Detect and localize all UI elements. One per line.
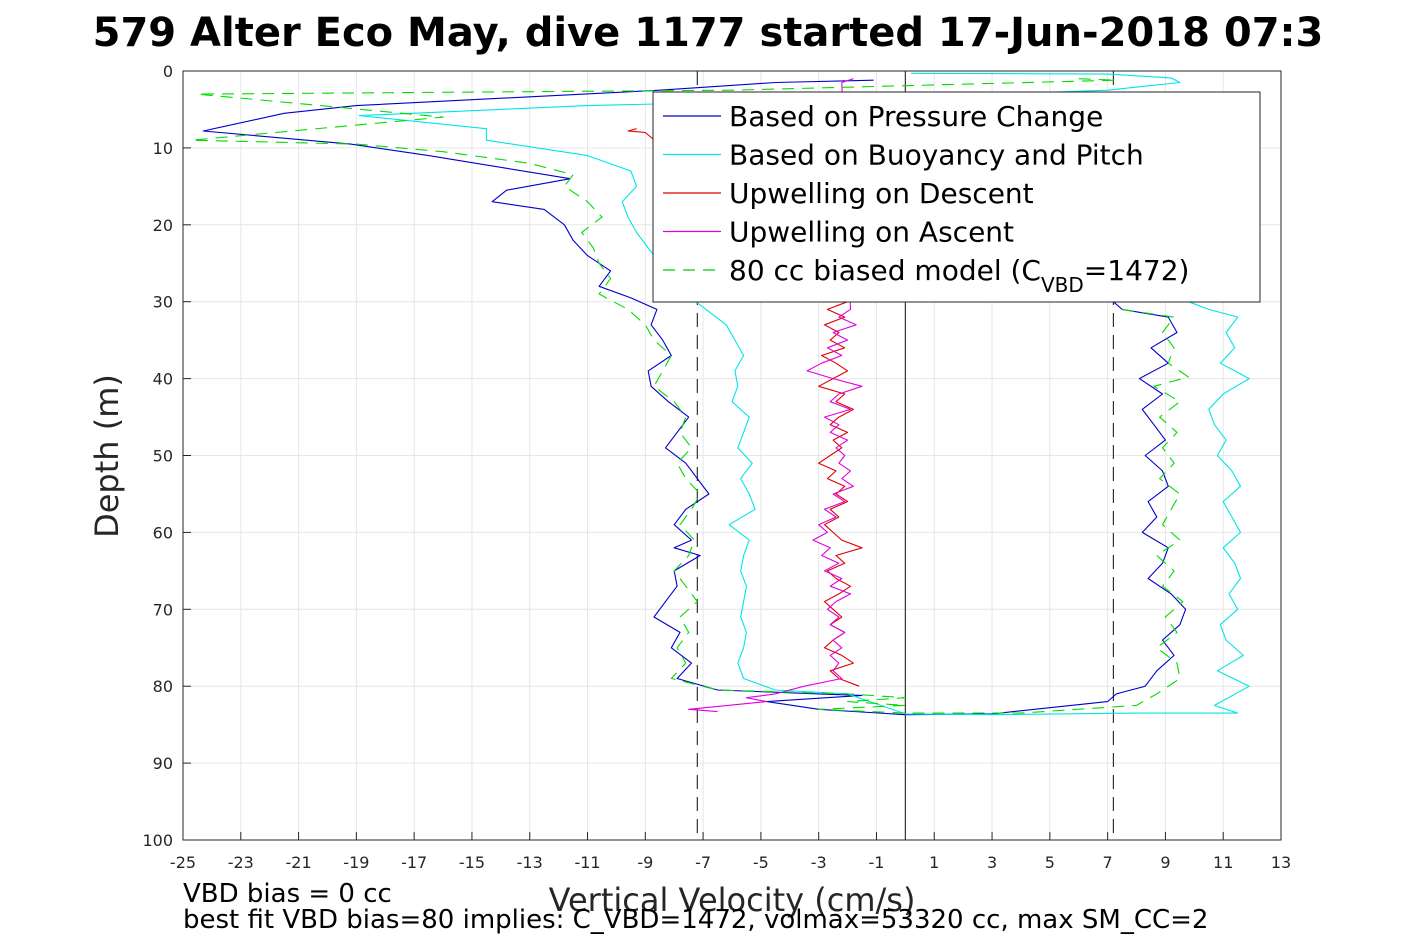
x-tick-label: 3 bbox=[987, 853, 997, 872]
x-axis: -25 -23 -21 -19 -17 -15 -13 -11 -9 -7 -5 -3 -1 1 3 5 7 9 1… bbox=[170, 832, 1291, 872]
y-axis-label: Depth (m) bbox=[88, 374, 126, 538]
x-tick-label: -3 bbox=[811, 853, 827, 872]
x-tick-label: -15 bbox=[459, 853, 485, 872]
x-tick-label: -19 bbox=[343, 853, 369, 872]
x-axis-label: Vertical Velocity (cm/s) bbox=[549, 881, 916, 919]
y-tick-label: 40 bbox=[153, 370, 173, 389]
x-tick-label: -5 bbox=[753, 853, 769, 872]
chart-title: 579 Alter Eco May, dive 1177 started 17-… bbox=[93, 10, 1324, 56]
y-tick-label: 20 bbox=[153, 216, 173, 235]
series-line-3 bbox=[688, 78, 863, 713]
series-line-2 bbox=[627, 128, 863, 687]
y-tick-label: 30 bbox=[153, 293, 173, 312]
x-tick-label: -23 bbox=[228, 853, 254, 872]
x-tick-label: -17 bbox=[401, 853, 427, 872]
legend-entry: 80 cc biased model (CVBD=1472) bbox=[729, 254, 1189, 297]
y-tick-label: 80 bbox=[153, 677, 173, 696]
legend: Based on Pressure Change Based on Buoyanc… bbox=[652, 91, 1261, 303]
x-tick-label: -21 bbox=[286, 853, 312, 872]
x-tick-label: 9 bbox=[1160, 853, 1170, 872]
x-tick-label: -9 bbox=[637, 853, 653, 872]
x-tick-label: 5 bbox=[1045, 853, 1055, 872]
series-line-0 bbox=[202, 79, 1187, 716]
best-fit-note: best fit VBD bias=80 implies: C_VBD=1472… bbox=[183, 905, 1208, 935]
x-tick-label: -13 bbox=[517, 853, 543, 872]
x-tick-label: -11 bbox=[574, 853, 600, 872]
legend-box bbox=[652, 91, 1261, 303]
x-tick-label: -7 bbox=[695, 853, 711, 872]
y-axis: 0 10 20 30 40 50 60 70 80 90 100 bbox=[142, 62, 191, 850]
y-tick-label: 0 bbox=[163, 62, 173, 81]
y-tick-label: 70 bbox=[153, 600, 173, 619]
series-line-1 bbox=[358, 72, 1250, 716]
legend-entry: Based on Buoyancy and Pitch bbox=[729, 139, 1144, 172]
y-tick-label: 100 bbox=[142, 831, 173, 850]
legend-entry: Based on Pressure Change bbox=[729, 100, 1103, 133]
x-tick-label: 1 bbox=[929, 853, 939, 872]
x-tick-label: -1 bbox=[868, 853, 884, 872]
x-tick-label: 13 bbox=[1271, 853, 1291, 872]
x-tick-label: 7 bbox=[1103, 853, 1113, 872]
vbd-bias-note: VBD bias = 0 cc bbox=[183, 879, 392, 909]
x-tick-label: 11 bbox=[1213, 853, 1233, 872]
y-tick-label: 50 bbox=[153, 447, 173, 466]
series-line-4 bbox=[191, 78, 1190, 714]
legend-entry: Upwelling on Ascent bbox=[729, 216, 1014, 249]
y-tick-label: 60 bbox=[153, 523, 173, 542]
legend-entry: Upwelling on Descent bbox=[729, 177, 1034, 210]
x-tick-label: -25 bbox=[170, 853, 196, 872]
y-tick-label: 10 bbox=[153, 139, 173, 158]
y-tick-label: 90 bbox=[153, 754, 173, 773]
series-layer bbox=[191, 72, 1250, 716]
